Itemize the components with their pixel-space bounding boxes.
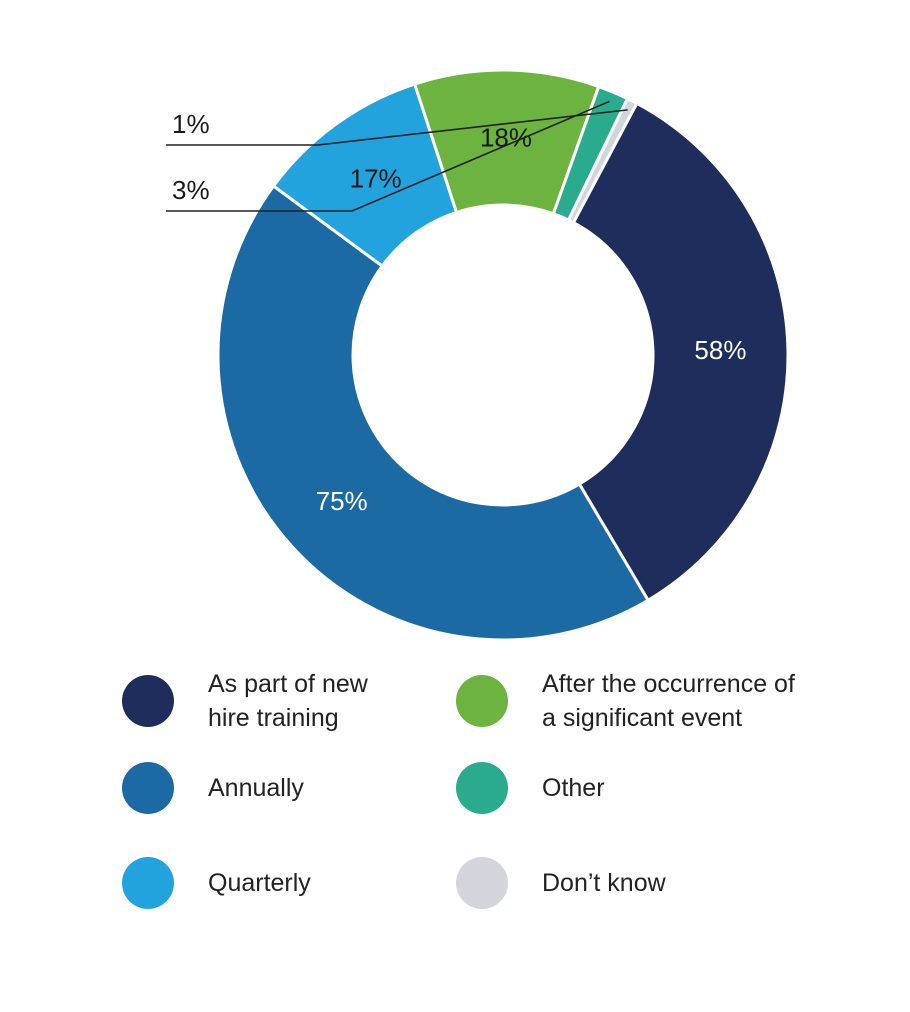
slice-annually: [216, 183, 651, 642]
slice-label: 58%: [694, 335, 746, 365]
slice-as-part-of-new-hire-training: [571, 101, 790, 603]
slice-label: 75%: [316, 486, 368, 516]
leader-line: [166, 100, 610, 212]
slice-label: 17%: [350, 164, 402, 194]
leader-line: [166, 109, 628, 146]
slice-don-t-know: [566, 96, 639, 225]
slice-label: 3%: [172, 175, 210, 205]
slice-label: 1%: [172, 109, 210, 139]
slice-labels: 58%75%17%18%3%1%: [166, 100, 746, 516]
donut-slices: [216, 68, 790, 642]
